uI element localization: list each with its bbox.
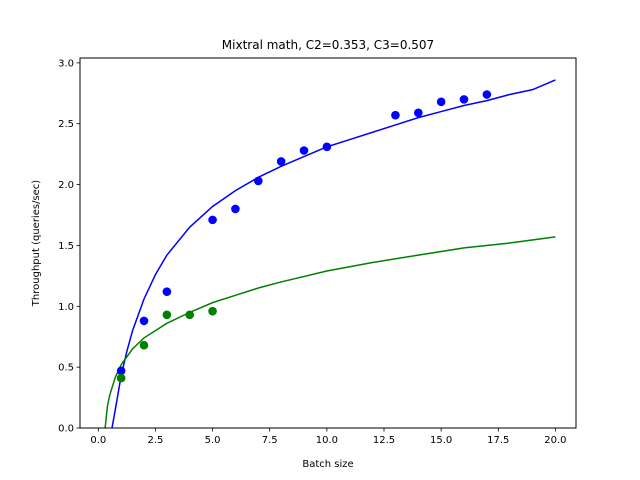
x-tick-label: 20.0 (544, 435, 566, 446)
x-tick-label: 10.0 (316, 435, 338, 446)
x-axis-label: Batch size (302, 459, 353, 470)
y-tick-label: 0.0 (58, 424, 74, 435)
y-axis-ticks: 0.0 0.5 1.0 1.5 2.0 2.5 3.0 (58, 58, 80, 435)
y-tick-label: 1.0 (58, 302, 74, 313)
data-points (116, 90, 492, 383)
data-point-series-1 (162, 287, 172, 296)
plot-frame (79, 57, 577, 429)
y-axis-label: Throughput (queries/sec) (31, 180, 42, 307)
data-point-series-2 (208, 306, 217, 316)
data-point-series-1 (436, 97, 446, 107)
data-point-series-1 (116, 366, 126, 376)
data-point-series-2 (185, 310, 195, 320)
x-tick-label: 7.5 (262, 435, 278, 446)
fit-curve-1 (111, 79, 556, 428)
y-tick-label: 2.5 (58, 119, 74, 130)
y-tick-label: 2.0 (58, 180, 74, 191)
x-tick-label: 12.5 (373, 435, 395, 446)
data-point-series-1 (299, 146, 309, 155)
data-point-series-1 (276, 157, 286, 166)
data-point-series-1 (413, 108, 423, 118)
fit-curves (104, 79, 556, 428)
x-tick-label: 15.0 (430, 435, 452, 446)
data-point-series-2 (116, 373, 126, 383)
y-tick-label: 0.5 (58, 363, 74, 374)
x-tick-label: 2.5 (147, 435, 163, 446)
data-point-series-1 (208, 215, 217, 225)
y-tick-label: 1.5 (58, 241, 74, 252)
data-point-series-1 (139, 316, 149, 326)
data-point-series-2 (139, 340, 149, 350)
y-tick-label: 3.0 (58, 58, 74, 69)
chart-title: Mixtral math, C2=0.353, C3=0.507 (222, 38, 434, 52)
data-point-series-2 (162, 310, 172, 320)
data-point-series-1 (391, 110, 400, 120)
data-point-series-1 (322, 142, 332, 152)
fit-curve-2 (104, 236, 556, 428)
x-tick-label: 0.0 (90, 435, 106, 446)
x-axis-ticks: 0.0 2.5 5.0 7.5 10.0 12.5 15.0 17.5 20.0 (90, 428, 567, 446)
data-point-series-1 (231, 204, 240, 214)
data-point-series-1 (482, 90, 492, 99)
x-tick-label: 17.5 (487, 435, 509, 446)
x-tick-label: 5.0 (205, 435, 221, 446)
data-point-series-1 (253, 176, 263, 186)
data-point-series-1 (459, 95, 469, 104)
